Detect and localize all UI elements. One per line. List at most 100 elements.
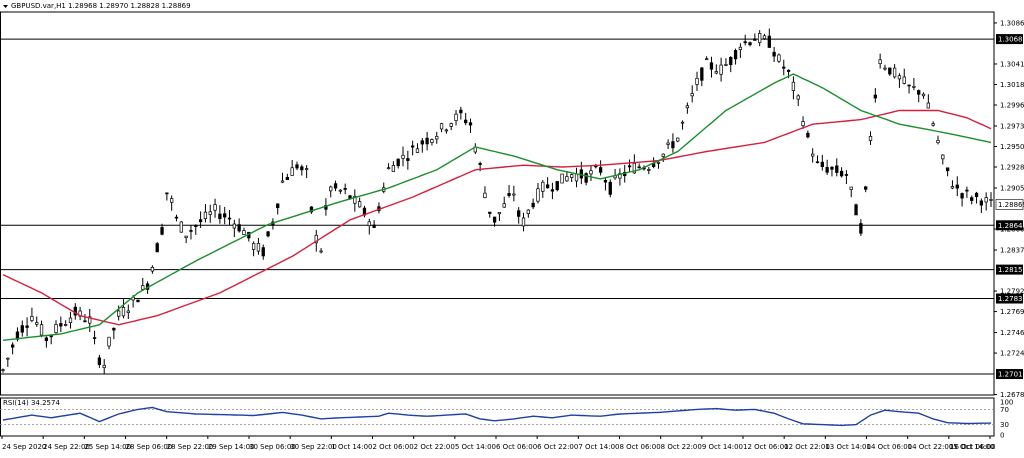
candle-body: [430, 139, 434, 143]
candle-body: [666, 142, 670, 145]
candle-body: [44, 337, 49, 341]
x-tick-label: 5 Oct 14:00: [455, 443, 496, 451]
candle-body: [704, 58, 709, 61]
x-tick-label: 2 Oct 22:00: [414, 443, 455, 451]
candle-body: [873, 94, 877, 99]
candle-body: [386, 167, 391, 170]
candle-body: [92, 337, 97, 339]
candle-body: [203, 211, 208, 219]
candle-body: [88, 316, 92, 324]
rsi-panel-border: [0, 397, 995, 437]
candle-body: [941, 154, 945, 160]
y-tick-label: 1.29960: [1000, 102, 1024, 110]
rsi-line: [2, 406, 992, 427]
candle-body: [748, 42, 752, 46]
candle-body: [618, 173, 622, 179]
candle-body: [73, 306, 77, 316]
candle-body: [112, 327, 116, 331]
candle-body: [545, 184, 550, 189]
y-tick-label: 1.26785: [1000, 391, 1024, 399]
x-tick-label: 6 Oct 22:00: [537, 443, 578, 451]
candle-body: [729, 57, 733, 66]
candle-body: [700, 67, 704, 81]
candle-body: [825, 167, 829, 173]
candle-body: [309, 206, 314, 213]
candle-body: [179, 221, 183, 233]
candle-body: [661, 153, 665, 157]
candle-body: [343, 188, 347, 190]
candle-body: [608, 181, 612, 195]
candle-body: [478, 163, 482, 165]
candle-body: [517, 210, 521, 217]
candle-body: [550, 189, 555, 192]
candle-body: [897, 75, 902, 80]
x-tick-label: 30 Sep 06:00: [249, 443, 296, 451]
candle-body: [251, 243, 256, 250]
candle-body: [791, 81, 796, 91]
candle-body: [907, 84, 911, 87]
candle-body: [338, 189, 343, 192]
candle-body: [690, 93, 694, 97]
candle-body: [227, 217, 232, 220]
candle-body: [396, 158, 400, 167]
y-tick-label: 1.29280: [1000, 164, 1024, 172]
candle-body: [30, 316, 34, 321]
candle-body: [811, 153, 815, 157]
level-price-badge: [996, 220, 1023, 231]
ma-red-line: [2, 109, 992, 326]
candle-body: [25, 325, 29, 328]
candle-body: [194, 224, 198, 228]
x-tick-label: 24 Sep 22:00: [43, 443, 90, 451]
candle-body: [955, 184, 959, 189]
candle-body: [676, 137, 680, 142]
candle-body: [276, 203, 280, 209]
level-price-label: 1.27010: [998, 371, 1024, 379]
candle-body: [680, 121, 685, 124]
candle-body: [439, 123, 444, 130]
candle-body: [637, 166, 641, 169]
candle-body: [733, 50, 738, 60]
candle-body: [319, 250, 323, 253]
x-tick-label: 28 Sep 06:00: [126, 443, 173, 451]
candle-body: [454, 113, 458, 121]
candle-body: [425, 137, 429, 145]
x-tick-label: 29 Sep 14:00: [208, 443, 255, 451]
candle-body: [709, 62, 714, 70]
candle-body: [20, 325, 24, 333]
y-tick-label: 1.30860: [1000, 19, 1024, 27]
candle-body: [1, 369, 5, 371]
candle-body: [492, 216, 497, 223]
candle-body: [685, 105, 690, 109]
horizontal-levels: [0, 38, 994, 375]
candle-body: [917, 90, 921, 95]
ma-green-line: [2, 73, 992, 341]
candle-body: [160, 227, 164, 235]
level-price-badge: [996, 369, 1023, 380]
triangle-down-icon[interactable]: [3, 5, 8, 8]
candle-body: [256, 243, 261, 252]
candle-body: [603, 179, 608, 183]
x-tick-label: 9 Oct 14:00: [702, 443, 743, 451]
candle-body: [141, 285, 145, 290]
candle-body: [912, 86, 916, 88]
y-tick-label: 1.27465: [1000, 329, 1024, 337]
candle-body: [531, 202, 535, 208]
candle-body: [772, 51, 776, 57]
candle-body: [97, 357, 102, 365]
candle-body: [854, 204, 858, 216]
x-tick-label: 7 Oct 14:00: [578, 443, 619, 451]
candle-body: [560, 173, 564, 184]
candle-body: [150, 267, 155, 272]
y-tick-label: 1.30410: [1000, 60, 1024, 68]
y-tick-label: 1.29730: [1000, 122, 1024, 130]
moving-averages: [2, 73, 992, 341]
main-panel[interactable]: [0, 11, 995, 396]
y-tick-label: 1.28370: [1000, 247, 1024, 255]
candle-body: [411, 145, 415, 148]
candle-body: [777, 54, 781, 62]
rsi-tick-label: 100: [1000, 399, 1013, 407]
